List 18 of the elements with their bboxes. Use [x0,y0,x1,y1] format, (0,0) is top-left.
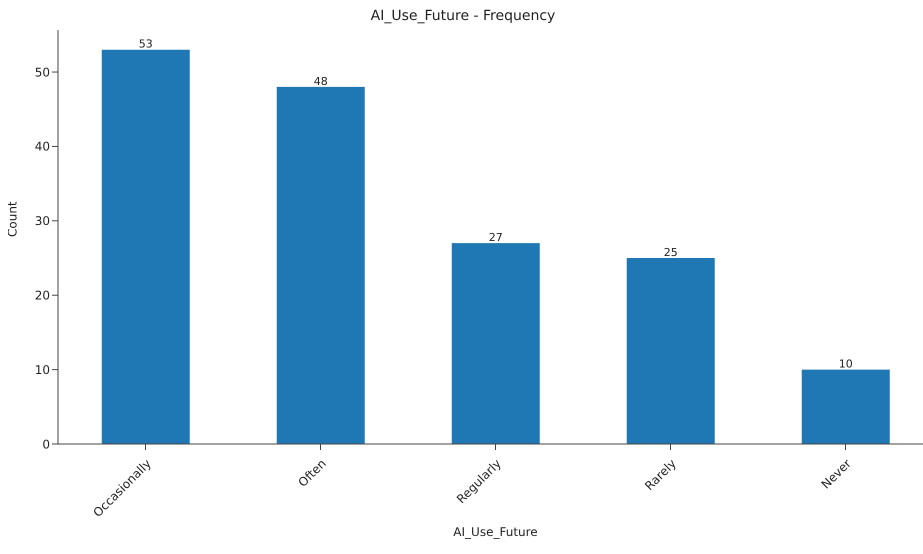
bar [452,243,540,444]
chart-title: AI_Use_Future - Frequency [370,8,556,24]
data-label: 53 [138,38,153,51]
y-tick-label: 50 [34,65,50,80]
y-tick-label: 30 [34,214,50,228]
data-label: 48 [314,74,328,88]
data-label: 10 [838,358,853,371]
bar [802,370,890,444]
data-label: 27 [488,231,503,244]
bar [626,258,715,444]
y-tick-label: 0 [42,437,50,452]
y-tick-label: 40 [34,140,50,154]
x-axis-title: AI_Use_Future [453,525,538,539]
y-tick-label: 10 [34,362,50,377]
y-tick-label: 20 [34,288,50,302]
bar [102,50,190,444]
bar [276,86,365,444]
data-label: 25 [664,246,678,260]
